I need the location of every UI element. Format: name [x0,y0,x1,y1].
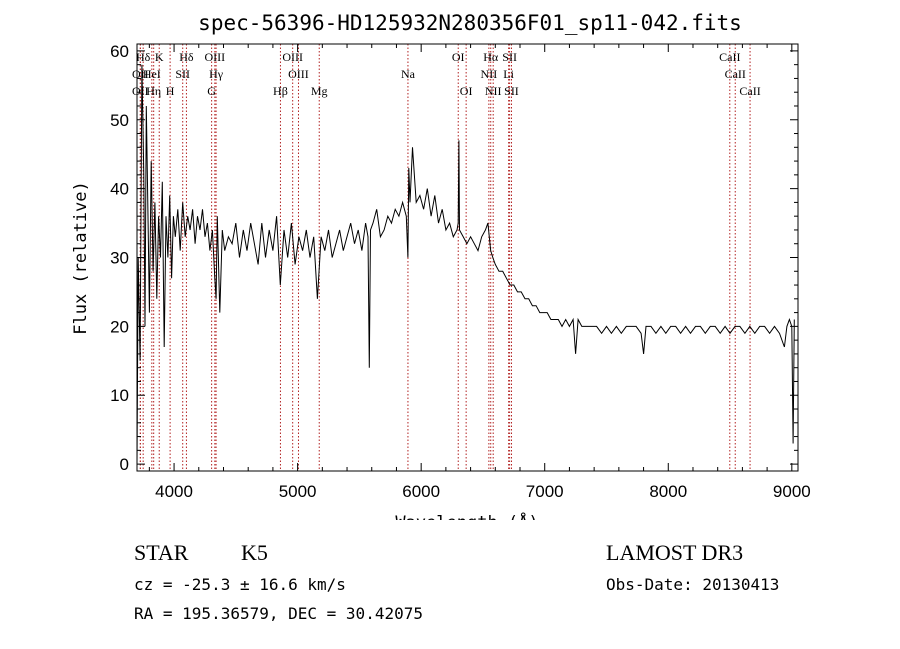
line-label: OI [460,84,473,98]
y-tick-label: 10 [110,386,129,405]
line-label: Hη [146,84,161,98]
x-tick-label: 4000 [155,482,193,501]
x-tick-label: 5000 [279,482,317,501]
line-label: Hδ [136,50,151,64]
line-label: OII [132,84,149,98]
line-label: NII [481,67,498,81]
line-label: OIII [288,67,309,81]
y-axis-ticks: 0 10 20 30 40 50 60 [110,42,798,474]
flux-series-line [136,64,795,465]
spectrum-chart: spec-56396-HD125932N280356F01_sp11-042.f… [71,11,811,520]
redshift-value: cz = -25.3 ± 16.6 km/s [134,575,346,594]
sky-coordinates: RA = 195.36579, DEC = 30.42075 [134,604,423,623]
observation-date: Obs-Date: 20130413 [606,575,780,594]
chart-title: spec-56396-HD125932N280356F01_sp11-042.f… [198,11,742,35]
y-tick-label: 20 [110,317,129,336]
line-label: HeI [143,67,161,81]
line-label: CaII [719,50,740,64]
x-tick-label: 6000 [402,482,440,501]
line-label: CaII [725,67,746,81]
line-label: OII [132,67,149,81]
line-label: OIII [205,50,226,64]
spectral-subclass: K5 [241,540,268,565]
x-axis-label: Wavelength (Å) [395,511,538,520]
x-tick-label: 9000 [773,482,811,501]
line-label: Hβ [273,84,288,98]
line-label: OI [452,50,465,64]
object-type: STAR [134,540,189,565]
line-label: Na [401,67,416,81]
line-label: Li [503,67,514,81]
x-tick-label: 7000 [526,482,564,501]
line-label: Mg [311,84,328,98]
survey-name: LAMOST DR3 [606,540,744,565]
y-tick-label: 40 [110,180,129,199]
line-label: SII [502,50,517,64]
x-tick-label: 8000 [649,482,687,501]
line-label: NII [485,84,502,98]
plot-frame [136,43,799,472]
y-tick-label: 50 [110,111,129,130]
line-label: CaII [739,84,760,98]
line-label: Hγ [209,67,224,81]
line-label: SII [175,67,190,81]
line-label: Hδ [179,50,194,64]
y-tick-label: 30 [110,249,129,268]
line-label: G [207,84,216,98]
line-label: K [155,50,164,64]
line-label: OIII [282,50,303,64]
y-tick-label: 0 [120,455,129,474]
y-tick-label: 60 [110,42,129,61]
line-label: Hα [483,50,499,64]
spectral-line-markers [139,44,751,471]
line-label: H [166,84,175,98]
y-axis-label: Flux (relative) [71,181,91,335]
x-axis-ticks: 4000 5000 6000 7000 8000 9000 [148,44,811,501]
line-label: SII [504,84,519,98]
